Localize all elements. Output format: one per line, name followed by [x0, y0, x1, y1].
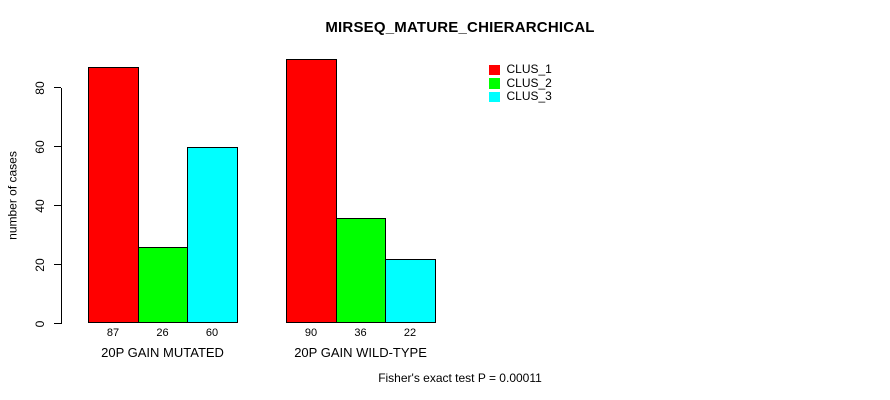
footnote: Fisher's exact test P = 0.00011: [378, 371, 542, 385]
bar-clus_3-group2: [385, 258, 436, 324]
legend-label: CLUS_1: [506, 62, 552, 76]
y-axis-label: number of cases: [5, 151, 20, 240]
bar-value-label: 90: [304, 327, 318, 339]
legend-item: CLUS_3: [489, 89, 552, 104]
bar-clus_1-group1: [88, 67, 139, 324]
y-axis-line: [61, 87, 62, 325]
y-axis-tick: [54, 323, 61, 324]
bar-value-label: 60: [205, 327, 219, 339]
x-axis-group-label: 20P GAIN MUTATED: [101, 345, 224, 360]
bar-clus_1-group2: [286, 58, 337, 324]
bar-value-label: 26: [156, 327, 169, 339]
y-axis-tick-label: 60: [33, 140, 47, 154]
y-axis-tick: [54, 264, 61, 266]
y-axis-tick-label: 80: [33, 81, 47, 95]
legend-swatch: [489, 78, 500, 89]
y-axis-tick-label: 40: [33, 199, 47, 213]
y-axis-tick: [54, 205, 61, 207]
bar-value-label: 87: [106, 327, 120, 339]
bar-value-label: 36: [354, 327, 367, 339]
y-axis-tick: [54, 146, 61, 148]
legend-label: CLUS_3: [506, 89, 552, 103]
legend-item: CLUS_1: [489, 62, 552, 77]
bar-clus_3-group1: [187, 146, 238, 324]
x-axis-group-label: 20P GAIN WILD-TYPE: [294, 345, 427, 360]
bar-clus_2-group1: [138, 246, 188, 324]
chart-title: MIRSEQ_MATURE_CHIERARCHICAL: [325, 19, 595, 36]
legend-swatch: [489, 64, 500, 75]
legend-label: CLUS_2: [506, 75, 552, 90]
bar-value-label: 22: [403, 327, 417, 339]
legend: CLUS_1 CLUS_2 CLUS_3: [489, 62, 552, 104]
y-axis-tick-label: 0: [33, 320, 47, 327]
y-axis-tick-label: 20: [33, 257, 47, 272]
legend-item: CLUS_2: [489, 75, 552, 91]
bar-clus_2-group2: [336, 217, 386, 324]
y-axis-tick: [54, 87, 61, 89]
legend-swatch: [489, 91, 500, 102]
